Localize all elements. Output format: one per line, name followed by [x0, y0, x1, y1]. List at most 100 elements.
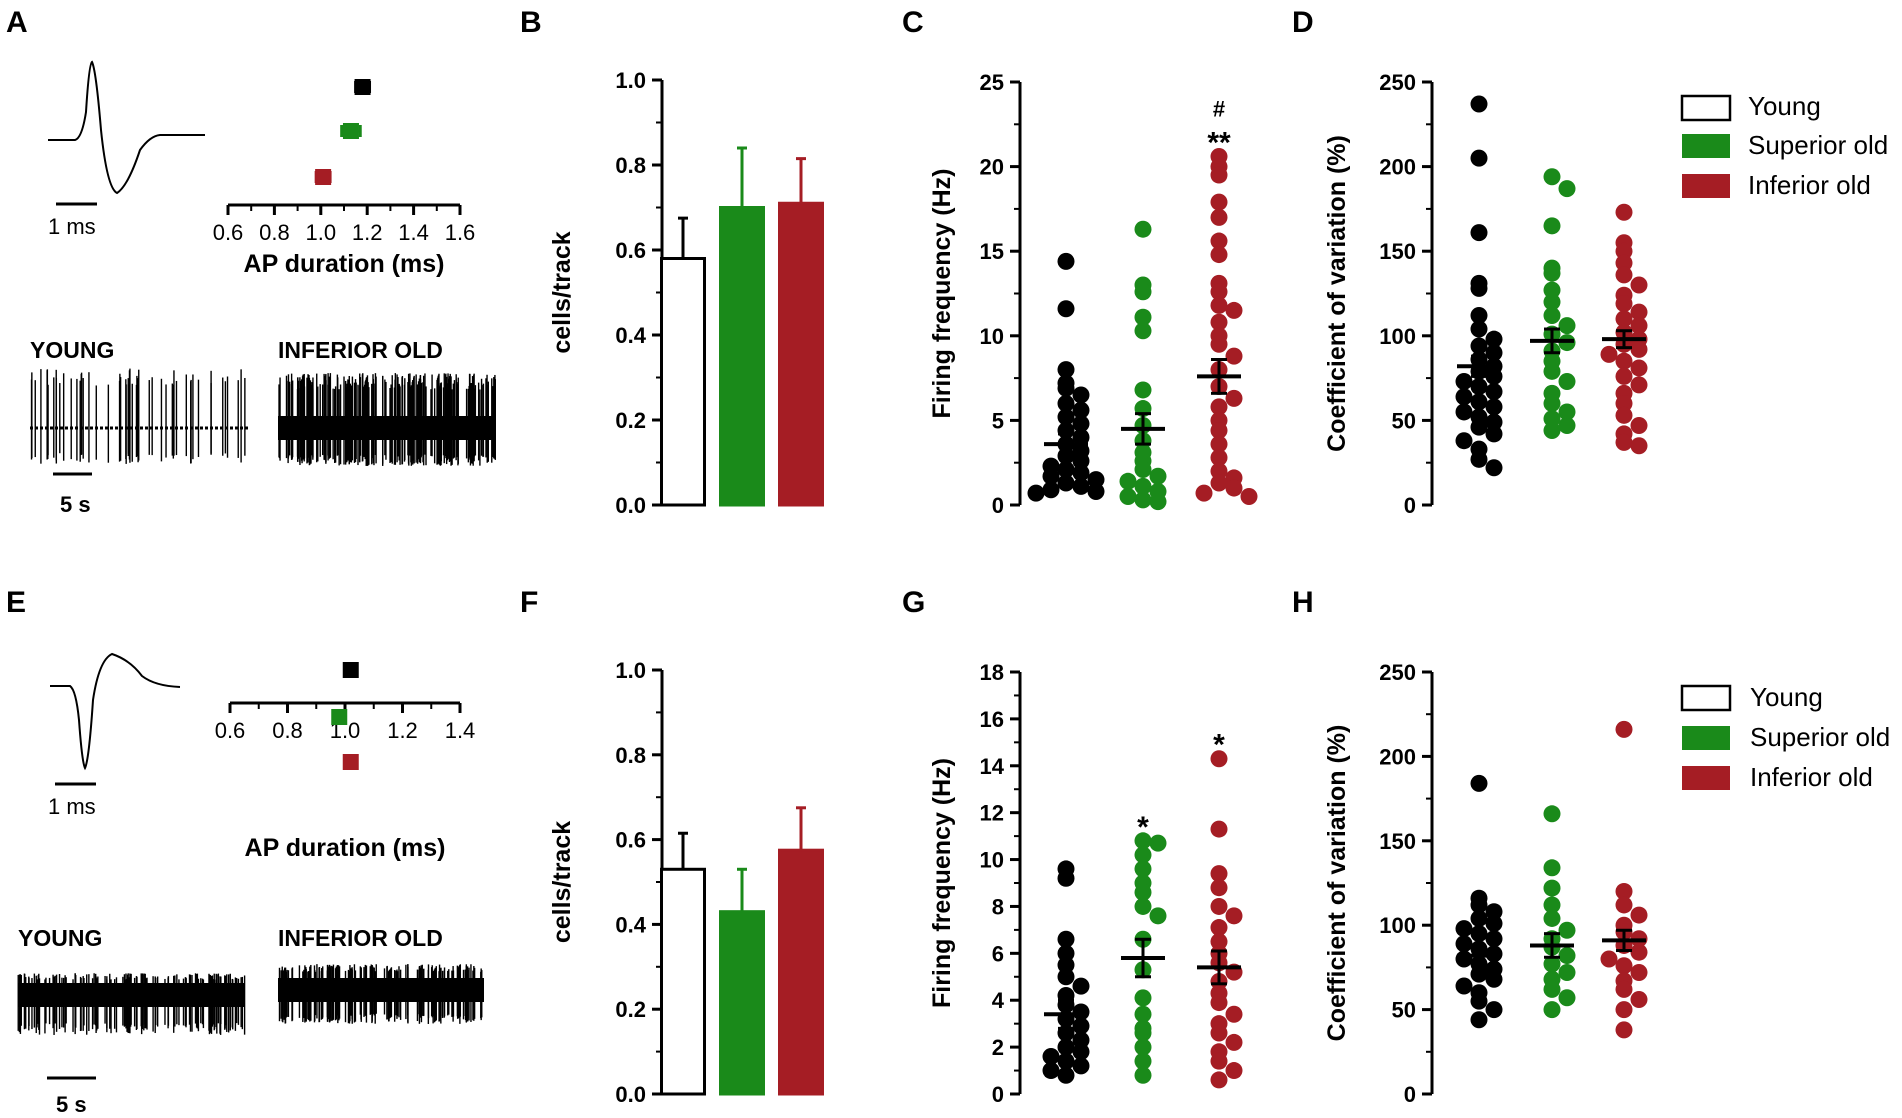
data-point [1057, 252, 1075, 270]
data-point [1072, 977, 1090, 995]
data-point [1057, 956, 1075, 974]
data-point [1485, 425, 1503, 443]
duration-mean-superior-old [342, 123, 359, 139]
data-point [1149, 907, 1167, 925]
data-point [1027, 484, 1045, 502]
y-tick-label: 250 [1379, 70, 1416, 95]
y-tick-label: 0.6 [615, 238, 646, 263]
data-point [1470, 337, 1488, 355]
y-tick-label: 0 [1404, 493, 1416, 518]
y-tick-label: 12 [980, 801, 1004, 826]
data-point [1149, 467, 1167, 485]
data-point [1543, 909, 1561, 927]
y-tick-label: 0 [992, 493, 1004, 518]
trace-label-inferior-e: INFERIOR OLD [278, 925, 443, 951]
data-point [1072, 386, 1090, 404]
y-tick-label: 0.8 [615, 743, 646, 768]
y-tick-label: 200 [1379, 155, 1416, 180]
data-point [1615, 406, 1633, 424]
data-point [1630, 906, 1648, 924]
bar-superior-old [719, 910, 765, 1096]
data-point [1225, 1033, 1243, 1051]
spike-train-young-e [17, 973, 246, 1035]
data-point [1210, 1052, 1228, 1070]
data-point [1042, 467, 1060, 485]
data-point [1600, 345, 1618, 363]
data-point [1057, 944, 1075, 962]
y-tick-label: 2 [992, 1035, 1004, 1060]
panel-label-a: A [6, 6, 28, 39]
data-point [1057, 1038, 1075, 1056]
data-point [1485, 970, 1503, 988]
data-point [1455, 950, 1473, 968]
data-point [1558, 989, 1576, 1007]
data-point [1057, 394, 1075, 412]
data-point [1485, 930, 1503, 948]
data-point [1134, 832, 1152, 850]
data-point [1615, 394, 1633, 412]
data-point [1470, 149, 1488, 167]
significance-marker: * [1213, 729, 1225, 762]
data-point [1485, 344, 1503, 362]
data-point [1210, 246, 1228, 264]
data-point [1072, 415, 1090, 433]
y-tick-label: 0.2 [615, 408, 646, 433]
spike-scale-label-a: 1 ms [48, 214, 96, 239]
significance-marker: ** [1207, 126, 1231, 159]
data-point [1057, 300, 1075, 318]
data-point [1615, 720, 1633, 738]
data-point [1072, 401, 1090, 419]
y-axis-label: cells/track [548, 821, 576, 943]
data-point [1455, 388, 1473, 406]
y-tick-label: 6 [992, 941, 1004, 966]
data-point [1134, 491, 1152, 509]
y-tick-label: 10 [980, 848, 1004, 873]
data-point [1615, 266, 1633, 284]
y-axis-label: Coefficient of variation (%) [1323, 135, 1351, 452]
x-tick-label: 0.6 [215, 718, 246, 743]
bar-superior-old [719, 206, 765, 507]
chart-d: 0 50 100 150 200 250 Coefficient of variation … [1323, 70, 1648, 518]
data-point [1210, 335, 1228, 353]
trace-label-young-a: YOUNG [30, 337, 114, 363]
data-point [1087, 482, 1105, 500]
data-point [1470, 909, 1488, 927]
legend-bottom: Young Superior old Inferior old [1680, 682, 1890, 792]
data-point [1134, 1024, 1152, 1042]
x-tick-label: 0.8 [259, 220, 290, 245]
data-point [1225, 1005, 1243, 1023]
data-point [1543, 293, 1561, 311]
data-point [1485, 459, 1503, 477]
y-tick-label: 16 [980, 707, 1004, 732]
legend-swatch-inferior [1682, 174, 1730, 198]
time-scale-label-a: 5 s [60, 492, 91, 517]
data-point [1543, 422, 1561, 440]
data-point [1057, 474, 1075, 492]
chart-b: 0.0 0.2 0.4 0.6 0.8 1.0 cells/track [548, 68, 824, 518]
data-point [1072, 428, 1090, 446]
data-point [1210, 879, 1228, 897]
data-point [1210, 166, 1228, 184]
y-tick-label: 25 [980, 70, 1004, 95]
data-point [1558, 403, 1576, 421]
data-point [1543, 896, 1561, 914]
data-point [1630, 943, 1648, 961]
data-point [1072, 477, 1090, 495]
y-tick-label: 0.4 [615, 912, 646, 937]
data-point [1485, 367, 1503, 385]
data-point [1558, 921, 1576, 939]
data-point [1455, 372, 1473, 390]
data-point [1470, 95, 1488, 113]
data-point [1134, 308, 1152, 326]
data-point [1057, 930, 1075, 948]
data-point [1210, 1071, 1228, 1089]
data-point [1225, 347, 1243, 365]
data-point [1558, 180, 1576, 198]
data-point [1134, 1066, 1152, 1084]
data-point [1087, 471, 1105, 489]
data-point [1543, 362, 1561, 380]
data-point [1210, 474, 1228, 492]
x-tick-label: 1.4 [398, 220, 429, 245]
data-point [1470, 965, 1488, 983]
panel-label-d: D [1292, 6, 1314, 39]
